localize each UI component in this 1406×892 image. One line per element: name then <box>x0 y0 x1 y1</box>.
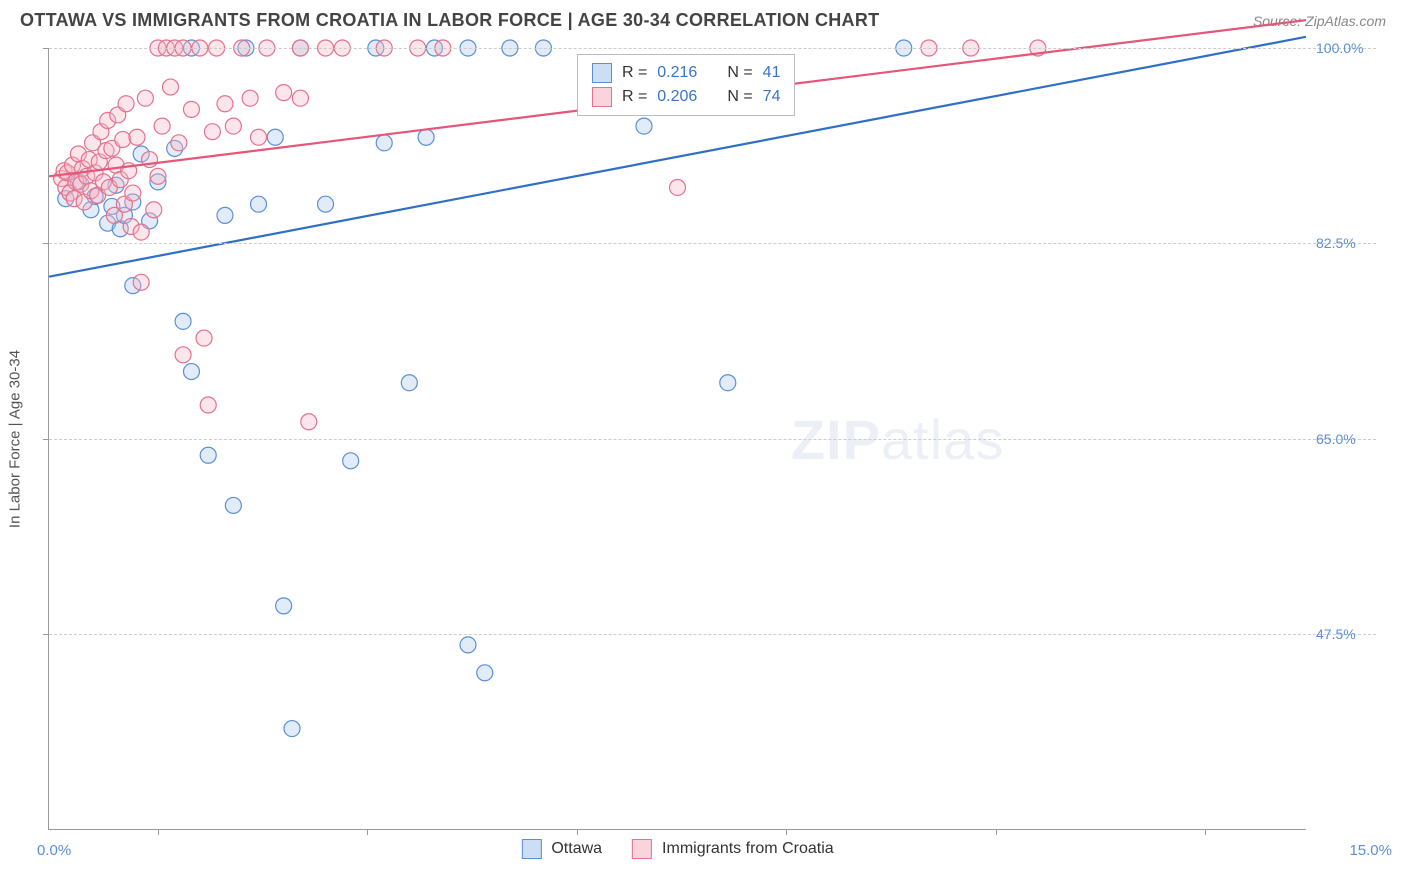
gridline <box>49 48 1376 49</box>
data-point <box>133 274 149 290</box>
data-point <box>150 168 166 184</box>
data-point <box>343 453 359 469</box>
legend-r-value: 0.206 <box>657 88 697 106</box>
y-tick-label: 65.0% <box>1316 431 1376 447</box>
chart-title: OTTAWA VS IMMIGRANTS FROM CROATIA IN LAB… <box>20 10 879 31</box>
legend-swatch <box>592 63 612 83</box>
y-axis-label: In Labor Force | Age 30-34 <box>7 349 24 527</box>
series-legend: Ottawa Immigrants from Croatia <box>521 837 833 861</box>
data-point <box>200 447 216 463</box>
data-point <box>670 179 686 195</box>
data-point <box>204 124 220 140</box>
data-point <box>276 85 292 101</box>
data-point <box>301 414 317 430</box>
data-point <box>284 721 300 737</box>
data-point <box>251 129 267 145</box>
gridline <box>49 439 1376 440</box>
data-point <box>196 330 212 346</box>
series-legend-item: Immigrants from Croatia <box>632 837 834 861</box>
data-point <box>146 202 162 218</box>
correlation-legend: R = 0.216 N = 41 R = 0.206 N = 74 <box>577 54 796 116</box>
legend-swatch <box>632 839 652 859</box>
legend-n-label: N = <box>727 64 752 82</box>
data-point <box>133 224 149 240</box>
chart-plot-area: In Labor Force | Age 30-34 0.0% 15.0% ZI… <box>48 48 1306 830</box>
data-point <box>137 90 153 106</box>
legend-r-value: 0.216 <box>657 64 697 82</box>
legend-r-label: R = <box>622 64 647 82</box>
data-point <box>217 207 233 223</box>
data-point <box>318 196 334 212</box>
data-point <box>376 135 392 151</box>
x-axis-end-label: 15.0% <box>1349 842 1392 859</box>
data-point <box>267 129 283 145</box>
data-point <box>175 313 191 329</box>
legend-n-label: N = <box>727 88 752 106</box>
data-point <box>183 364 199 380</box>
data-point <box>163 79 179 95</box>
data-point <box>251 196 267 212</box>
legend-row: R = 0.206 N = 74 <box>592 85 781 109</box>
gridline <box>49 634 1376 635</box>
source-attribution: Source: ZipAtlas.com <box>1253 13 1386 29</box>
data-point <box>125 185 141 201</box>
series-name: Ottawa <box>551 840 602 858</box>
data-point <box>460 637 476 653</box>
series-name: Immigrants from Croatia <box>662 840 834 858</box>
legend-r-label: R = <box>622 88 647 106</box>
data-point <box>115 131 131 147</box>
data-point <box>401 375 417 391</box>
data-point <box>225 118 241 134</box>
data-point <box>129 129 145 145</box>
data-point <box>175 347 191 363</box>
y-tick-label: 47.5% <box>1316 626 1376 642</box>
legend-swatch <box>592 87 612 107</box>
legend-n-value: 41 <box>763 64 781 82</box>
data-point <box>418 129 434 145</box>
y-tick-label: 82.5% <box>1316 235 1376 251</box>
y-tick-label: 100.0% <box>1316 40 1376 56</box>
data-point <box>171 135 187 151</box>
legend-n-value: 74 <box>763 88 781 106</box>
data-point <box>200 397 216 413</box>
data-point <box>118 96 134 112</box>
x-axis-start-label: 0.0% <box>37 842 71 859</box>
data-point <box>154 118 170 134</box>
legend-swatch <box>521 839 541 859</box>
legend-row: R = 0.216 N = 41 <box>592 61 781 85</box>
data-point <box>242 90 258 106</box>
data-point <box>276 598 292 614</box>
data-point <box>183 101 199 117</box>
data-point <box>636 118 652 134</box>
series-legend-item: Ottawa <box>521 837 602 861</box>
data-point <box>217 96 233 112</box>
data-point <box>292 90 308 106</box>
data-point <box>477 665 493 681</box>
gridline <box>49 243 1376 244</box>
data-point <box>720 375 736 391</box>
data-point <box>225 497 241 513</box>
